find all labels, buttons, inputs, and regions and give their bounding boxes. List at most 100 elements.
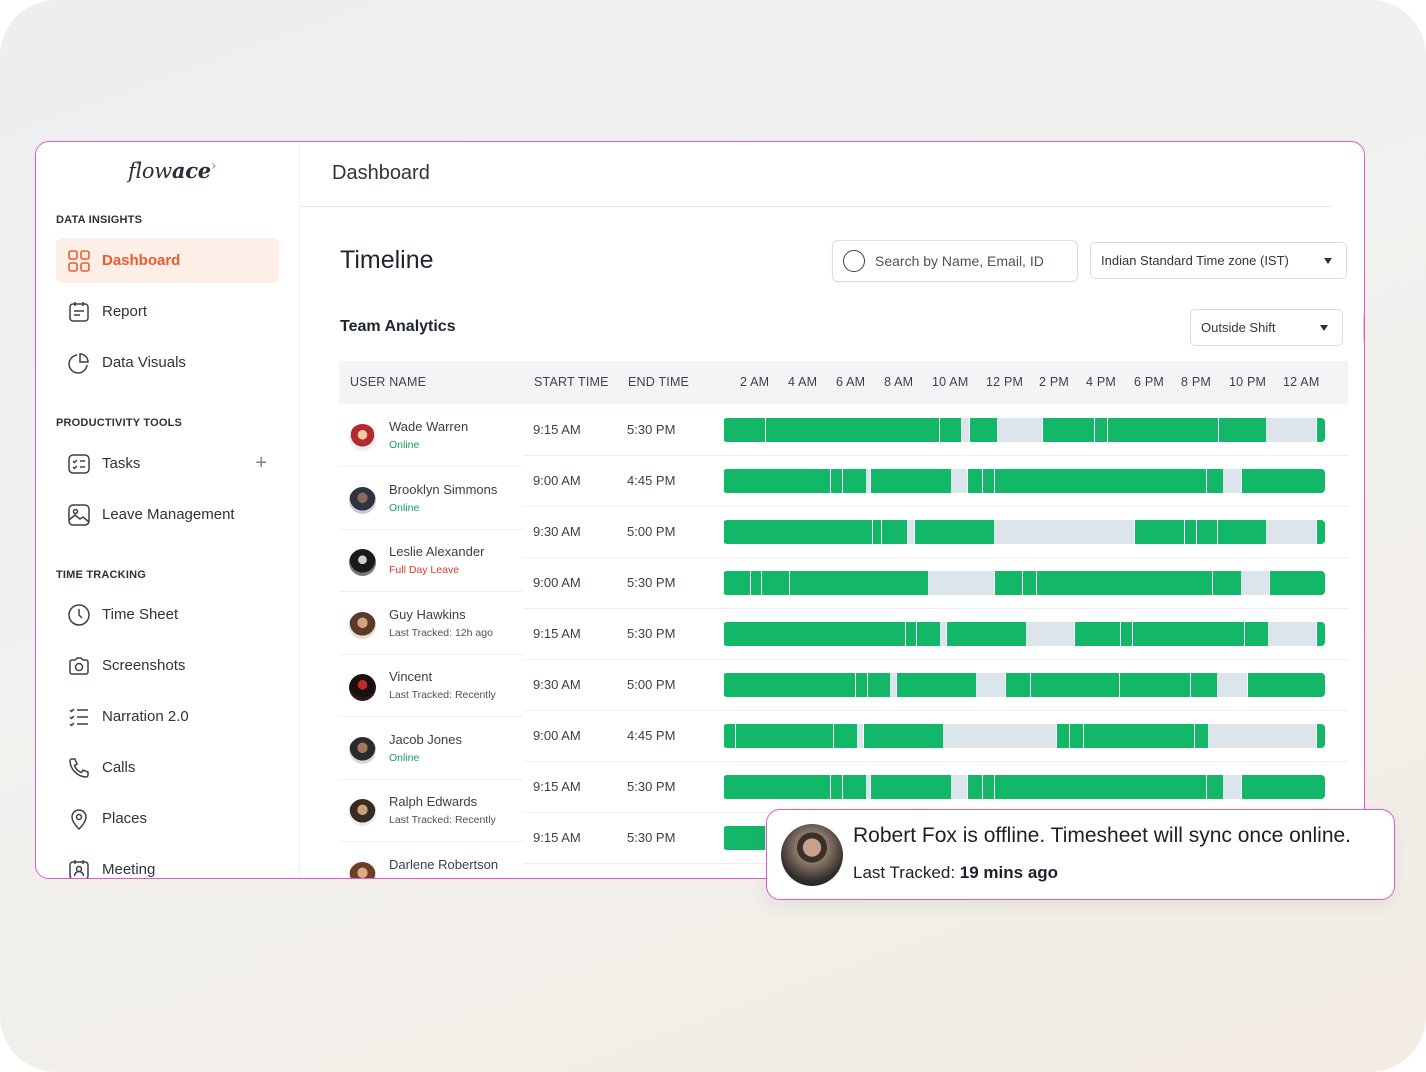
activity-bar[interactable] — [723, 724, 1325, 748]
activity-segment[interactable] — [723, 622, 905, 646]
user-name[interactable]: Jacob Jones — [389, 731, 462, 747]
activity-segment[interactable] — [841, 775, 866, 799]
activity-segment[interactable] — [870, 469, 952, 493]
activity-segment[interactable] — [750, 571, 761, 595]
activity-segment[interactable] — [735, 724, 834, 748]
sidebar-item-tasks[interactable]: Tasks + — [56, 441, 279, 486]
activity-segment[interactable] — [968, 418, 997, 442]
activity-bar[interactable] — [723, 418, 1325, 442]
activity-segment[interactable] — [967, 469, 982, 493]
activity-segment[interactable] — [993, 775, 1207, 799]
user-name[interactable]: Ralph Edwards — [389, 794, 478, 809]
activity-segment[interactable] — [1069, 724, 1083, 748]
activity-segment[interactable] — [1315, 622, 1325, 646]
activity-segment[interactable] — [1217, 418, 1266, 442]
activity-segment[interactable] — [830, 469, 842, 493]
activity-segment[interactable] — [1094, 418, 1108, 442]
activity-segment[interactable] — [723, 520, 873, 544]
activity-segment[interactable] — [945, 622, 1027, 646]
activity-segment[interactable] — [867, 673, 891, 697]
sidebar-item-narration[interactable]: Narration 2.0 — [56, 694, 279, 739]
activity-segment[interactable] — [855, 673, 868, 697]
activity-segment[interactable] — [789, 571, 928, 595]
activity-segment[interactable] — [1246, 673, 1325, 697]
activity-segment[interactable] — [723, 775, 831, 799]
sidebar-item-calls[interactable]: Calls — [56, 745, 279, 790]
sidebar-item-data-visuals[interactable]: Data Visuals — [56, 340, 279, 385]
timeline-row[interactable]: 9:15 AM 5:30 PM — [523, 609, 1348, 660]
timeline-row[interactable]: 9:30 AM 5:00 PM — [523, 660, 1348, 711]
activity-segment[interactable] — [1055, 724, 1070, 748]
activity-segment[interactable] — [1022, 571, 1037, 595]
activity-segment[interactable] — [841, 469, 866, 493]
activity-segment[interactable] — [760, 571, 790, 595]
add-task-button[interactable]: + — [255, 452, 267, 474]
activity-segment[interactable] — [881, 520, 908, 544]
user-name[interactable]: Vincent — [389, 669, 433, 684]
activity-segment[interactable] — [904, 622, 916, 646]
activity-segment[interactable] — [1212, 571, 1241, 595]
activity-segment[interactable] — [1107, 418, 1218, 442]
activity-segment[interactable] — [967, 775, 982, 799]
sidebar-item-time-sheet[interactable]: Time Sheet — [56, 592, 279, 637]
timeline-row[interactable]: 9:00 AM 5:30 PM — [523, 558, 1348, 609]
column-header-end[interactable]: END TIME — [628, 375, 690, 389]
activity-segment[interactable] — [723, 469, 831, 493]
activity-segment[interactable] — [723, 418, 766, 442]
activity-bar[interactable] — [723, 571, 1325, 595]
timezone-select[interactable]: Indian Standard Time zone (IST) — [1090, 242, 1347, 279]
activity-segment[interactable] — [1189, 673, 1217, 697]
activity-segment[interactable] — [723, 724, 736, 748]
activity-segment[interactable] — [1240, 469, 1325, 493]
side-tab-handle[interactable] — [1363, 314, 1364, 342]
sidebar-item-screenshots[interactable]: Screenshots — [56, 643, 279, 688]
activity-segment[interactable] — [863, 724, 944, 748]
user-row[interactable]: Darlene Robertson — [339, 843, 523, 878]
activity-bar[interactable] — [723, 673, 1325, 697]
activity-segment[interactable] — [1315, 724, 1325, 748]
user-row[interactable]: Leslie Alexander Full Day Leave — [339, 530, 523, 592]
sidebar-item-meeting[interactable]: Meeting — [56, 847, 279, 878]
activity-bar[interactable] — [723, 469, 1325, 493]
activity-segment[interactable] — [1004, 673, 1031, 697]
activity-segment[interactable] — [981, 775, 994, 799]
offline-notification[interactable]: Robert Fox is offline. Timesheet will sy… — [766, 809, 1395, 900]
activity-segment[interactable] — [1036, 571, 1213, 595]
sidebar-item-dashboard[interactable]: Dashboard — [56, 238, 279, 283]
activity-segment[interactable] — [1240, 775, 1325, 799]
shift-filter-select[interactable]: Outside Shift — [1190, 309, 1343, 346]
user-name[interactable]: Brooklyn Simmons — [389, 481, 498, 497]
activity-segment[interactable] — [1118, 673, 1190, 697]
activity-segment[interactable] — [1132, 622, 1244, 646]
timeline-row[interactable]: 9:00 AM 4:45 PM — [523, 711, 1348, 762]
timeline-row[interactable]: 9:00 AM 4:45 PM — [523, 456, 1348, 507]
activity-segment[interactable] — [993, 469, 1207, 493]
activity-segment[interactable] — [938, 418, 962, 442]
activity-segment[interactable] — [1030, 673, 1119, 697]
activity-segment[interactable] — [993, 571, 1023, 595]
activity-segment[interactable] — [870, 775, 952, 799]
user-row[interactable]: Jacob Jones Online — [339, 718, 523, 780]
activity-segment[interactable] — [833, 724, 858, 748]
flowace-logo[interactable]: flowace› — [128, 158, 217, 183]
activity-segment[interactable] — [1082, 724, 1194, 748]
activity-segment[interactable] — [1206, 775, 1223, 799]
user-row[interactable]: Wade Warren Online — [339, 405, 523, 467]
activity-segment[interactable] — [765, 418, 939, 442]
timeline-row[interactable]: 9:15 AM 5:30 PM — [523, 405, 1348, 456]
activity-segment[interactable] — [1120, 622, 1133, 646]
sidebar-item-report[interactable]: Report — [56, 289, 279, 334]
activity-segment[interactable] — [1073, 622, 1121, 646]
activity-segment[interactable] — [1133, 520, 1184, 544]
activity-segment[interactable] — [981, 469, 994, 493]
user-row[interactable]: Brooklyn Simmons Online — [339, 468, 523, 530]
user-row[interactable]: Vincent Last Tracked: Recently — [339, 655, 523, 717]
activity-segment[interactable] — [723, 571, 751, 595]
activity-segment[interactable] — [1243, 622, 1269, 646]
activity-segment[interactable] — [1315, 418, 1325, 442]
activity-bar[interactable] — [723, 622, 1325, 646]
activity-segment[interactable] — [914, 520, 994, 544]
activity-segment[interactable] — [1269, 571, 1325, 595]
activity-segment[interactable] — [1315, 520, 1325, 544]
activity-segment[interactable] — [830, 775, 842, 799]
